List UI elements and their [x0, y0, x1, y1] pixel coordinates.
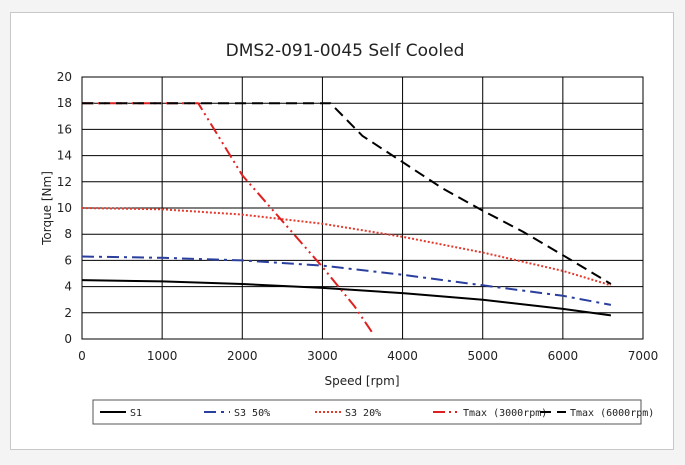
legend-label-3: Tmax (3000rpm) [463, 408, 547, 419]
legend-label-0: S1 [130, 408, 142, 419]
chart-title: DMS2-091-0045 Self Cooled [226, 41, 465, 61]
y-tick-label: 20 [57, 70, 72, 84]
series-line-2 [81, 207, 612, 287]
x-tick-label: 4000 [387, 349, 418, 363]
x-tick-label: 3000 [307, 349, 338, 363]
series-layer [81, 102, 612, 333]
y-tick-label: 14 [57, 149, 72, 163]
x-tick-label: 1000 [147, 349, 178, 363]
x-axis-label: Speed [rpm] [324, 374, 399, 388]
x-tick-label: 2000 [227, 349, 258, 363]
y-tick-label: 8 [64, 227, 72, 241]
y-tick-label: 6 [64, 253, 72, 267]
x-tick-label: 5000 [467, 349, 498, 363]
y-tick-label: 0 [64, 332, 72, 346]
y-tick-label: 16 [57, 122, 72, 136]
grid [81, 76, 644, 340]
y-tick-label: 12 [57, 175, 72, 189]
tick-labels: 0 2 4 6 8 10 12 14 16 18 20 0 1000 2000 3000 4000 5000 60… [57, 70, 659, 363]
series-line-0 [81, 279, 612, 317]
y-axis-label: Torque [Nm] [40, 171, 54, 246]
legend-label-2: S3 20% [345, 408, 381, 419]
y-tick-label: 2 [64, 306, 72, 320]
x-tick-label: 6000 [548, 349, 579, 363]
legend: S1 S3 50% S3 20% Tmax (3000rpm) Tmax (6000rp… [92, 399, 654, 425]
series-line-3 [82, 102, 373, 333]
y-tick-label: 4 [64, 280, 72, 294]
legend-label-4: Tmax (6000rpm) [570, 408, 654, 419]
x-tick-label: 0 [78, 349, 86, 363]
y-tick-label: 10 [57, 201, 72, 215]
legend-label-1: S3 50% [234, 408, 270, 419]
series-line-4 [82, 102, 612, 285]
series-line-1 [81, 255, 612, 306]
x-tick-label: 7000 [628, 349, 659, 363]
y-tick-label: 18 [57, 96, 72, 110]
